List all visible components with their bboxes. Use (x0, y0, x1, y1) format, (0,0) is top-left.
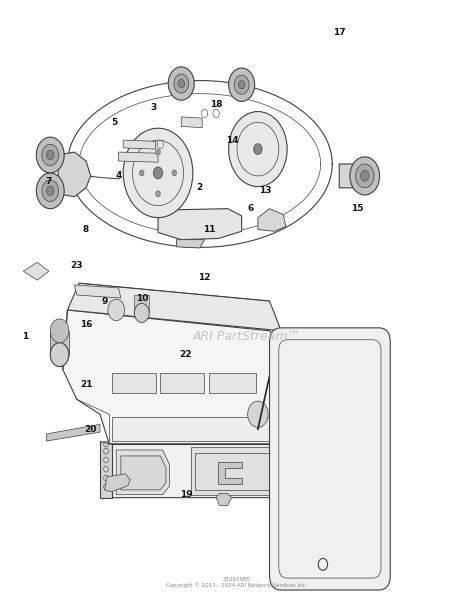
Circle shape (134, 303, 149, 322)
Circle shape (234, 75, 249, 94)
Polygon shape (339, 164, 363, 188)
Circle shape (42, 180, 59, 201)
Circle shape (50, 343, 69, 367)
Text: 22: 22 (180, 350, 192, 359)
Circle shape (228, 68, 255, 102)
Polygon shape (191, 447, 274, 495)
Circle shape (50, 319, 69, 343)
Circle shape (168, 67, 194, 100)
Text: 10: 10 (136, 294, 148, 303)
Circle shape (36, 137, 64, 173)
Circle shape (172, 170, 177, 176)
Text: 20: 20 (84, 424, 97, 434)
Circle shape (108, 299, 125, 320)
Text: 23: 23 (71, 261, 83, 270)
Text: Copyright © 2013 - 2024 ARI Network Services Inc.: Copyright © 2013 - 2024 ARI Network Serv… (166, 582, 308, 588)
Text: 15: 15 (352, 204, 364, 213)
Polygon shape (116, 450, 170, 495)
Circle shape (123, 128, 193, 218)
Circle shape (254, 143, 262, 154)
Text: 19: 19 (180, 490, 192, 499)
Circle shape (228, 111, 287, 187)
Circle shape (356, 164, 374, 188)
Polygon shape (111, 373, 155, 393)
Circle shape (46, 150, 54, 160)
Polygon shape (67, 283, 281, 331)
Text: 1: 1 (23, 332, 29, 341)
Circle shape (350, 157, 380, 195)
Text: 17: 17 (333, 29, 346, 38)
Circle shape (46, 186, 54, 196)
Text: 11: 11 (203, 225, 215, 234)
Text: 18: 18 (210, 100, 222, 109)
FancyBboxPatch shape (270, 328, 390, 590)
Polygon shape (105, 474, 130, 492)
Text: ARI PartStream™: ARI PartStream™ (192, 330, 300, 344)
Polygon shape (177, 240, 204, 248)
Text: 7: 7 (46, 178, 52, 187)
Circle shape (154, 167, 163, 179)
Polygon shape (107, 444, 281, 497)
Polygon shape (23, 262, 49, 280)
Polygon shape (134, 295, 149, 313)
Circle shape (361, 170, 369, 181)
Polygon shape (275, 396, 281, 406)
Polygon shape (181, 117, 202, 128)
Text: 16: 16 (80, 320, 92, 330)
Text: 13: 13 (259, 186, 271, 195)
Polygon shape (46, 424, 100, 441)
Text: 4: 4 (115, 171, 122, 181)
Circle shape (178, 80, 184, 88)
Text: 6: 6 (248, 204, 254, 213)
Polygon shape (258, 209, 286, 231)
Polygon shape (50, 331, 69, 354)
Circle shape (155, 191, 160, 197)
Polygon shape (219, 462, 242, 484)
Polygon shape (63, 310, 281, 444)
Circle shape (174, 74, 189, 93)
Polygon shape (58, 152, 91, 197)
Text: 5: 5 (111, 118, 117, 127)
Polygon shape (121, 456, 166, 490)
Circle shape (155, 149, 160, 155)
Polygon shape (158, 209, 242, 240)
Polygon shape (160, 373, 204, 393)
Polygon shape (111, 417, 279, 441)
Polygon shape (118, 152, 158, 162)
Text: 8: 8 (83, 225, 89, 234)
Polygon shape (123, 140, 155, 149)
Circle shape (238, 81, 245, 89)
Polygon shape (100, 441, 111, 497)
Text: 3: 3 (150, 103, 156, 112)
Text: 12: 12 (198, 272, 211, 282)
Text: 21: 21 (80, 380, 92, 389)
Text: 14: 14 (226, 136, 239, 145)
Circle shape (139, 170, 144, 176)
Circle shape (36, 173, 64, 209)
Text: 2: 2 (197, 183, 203, 192)
Polygon shape (74, 285, 121, 298)
Polygon shape (216, 494, 231, 505)
Circle shape (42, 144, 59, 166)
Text: 9: 9 (101, 297, 108, 306)
Circle shape (248, 401, 268, 427)
Text: 31001985: 31001985 (223, 577, 251, 582)
Polygon shape (209, 373, 255, 393)
